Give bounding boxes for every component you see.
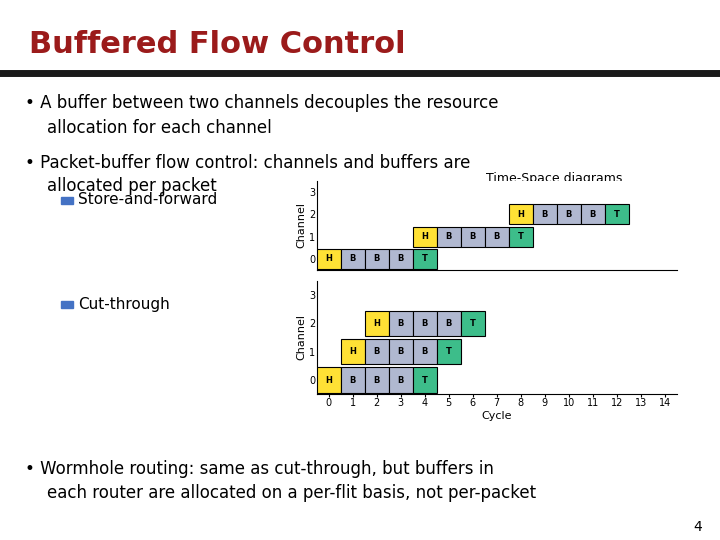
Text: T: T [614,210,620,219]
Bar [605,204,629,224]
Text: T: T [518,232,523,241]
Bar [389,367,413,393]
Bar [365,310,389,336]
Bar [461,310,485,336]
Text: • Packet-buffer flow control: channels and buffers are: • Packet-buffer flow control: channels a… [25,154,471,172]
Text: B: B [590,210,596,219]
Bar [341,367,365,393]
Text: • Wormhole routing: same as cut-through, but buffers in: • Wormhole routing: same as cut-through,… [25,460,494,478]
Text: H: H [325,375,332,384]
Text: B: B [397,254,404,264]
Text: Store-and-forward: Store-and-forward [78,192,217,207]
Y-axis label: Channel: Channel [297,202,307,248]
Bar [317,367,341,393]
Text: T: T [470,319,476,328]
Text: each router are allocated on a per-flit basis, not per-packet: each router are allocated on a per-flit … [47,484,536,502]
Text: B: B [374,254,380,264]
Bar [61,301,73,308]
Bar [341,249,365,269]
Bar [413,339,437,364]
Bar [389,249,413,269]
Bar [509,227,533,247]
Bar [461,227,485,247]
Text: B: B [469,232,476,241]
Text: B: B [374,375,380,384]
Text: B: B [494,232,500,241]
Text: Cut-through: Cut-through [78,296,169,312]
Text: B: B [374,347,380,356]
Text: B: B [446,232,452,241]
Text: B: B [422,347,428,356]
Bar [365,367,389,393]
Text: T: T [422,375,428,384]
Bar [365,249,389,269]
Bar [389,339,413,364]
Text: B: B [397,375,404,384]
Text: B: B [446,319,452,328]
Text: Time-Space diagrams: Time-Space diagrams [486,172,623,185]
X-axis label: Cycle: Cycle [482,411,512,421]
Bar [533,204,557,224]
Bar [437,339,461,364]
Bar [389,310,413,336]
Bar [317,249,341,269]
Text: B: B [566,210,572,219]
Text: H: H [374,319,380,328]
Text: H: H [349,347,356,356]
Text: H: H [421,232,428,241]
Text: B: B [397,347,404,356]
Text: B: B [397,319,404,328]
Text: Buffered Flow Control: Buffered Flow Control [29,30,405,59]
Bar [413,249,437,269]
Bar [437,310,461,336]
Bar [485,227,509,247]
Bar [557,204,581,224]
Text: B: B [350,254,356,264]
Text: B: B [541,210,548,219]
Bar [61,197,73,204]
Text: 4: 4 [693,519,702,534]
Text: • A buffer between two channels decouples the resource: • A buffer between two channels decouple… [25,94,499,112]
Y-axis label: Channel: Channel [297,314,307,361]
Bar [365,339,389,364]
Text: T: T [422,254,428,264]
Bar [341,339,365,364]
Bar [413,310,437,336]
Text: H: H [518,210,524,219]
Bar [413,367,437,393]
Bar [509,204,533,224]
Text: B: B [422,319,428,328]
Text: H: H [325,254,332,264]
Bar [437,227,461,247]
Text: B: B [350,375,356,384]
Text: T: T [446,347,451,356]
Text: allocated per packet: allocated per packet [47,177,217,195]
Bar [413,227,437,247]
Bar [581,204,605,224]
Text: allocation for each channel: allocation for each channel [47,119,271,137]
